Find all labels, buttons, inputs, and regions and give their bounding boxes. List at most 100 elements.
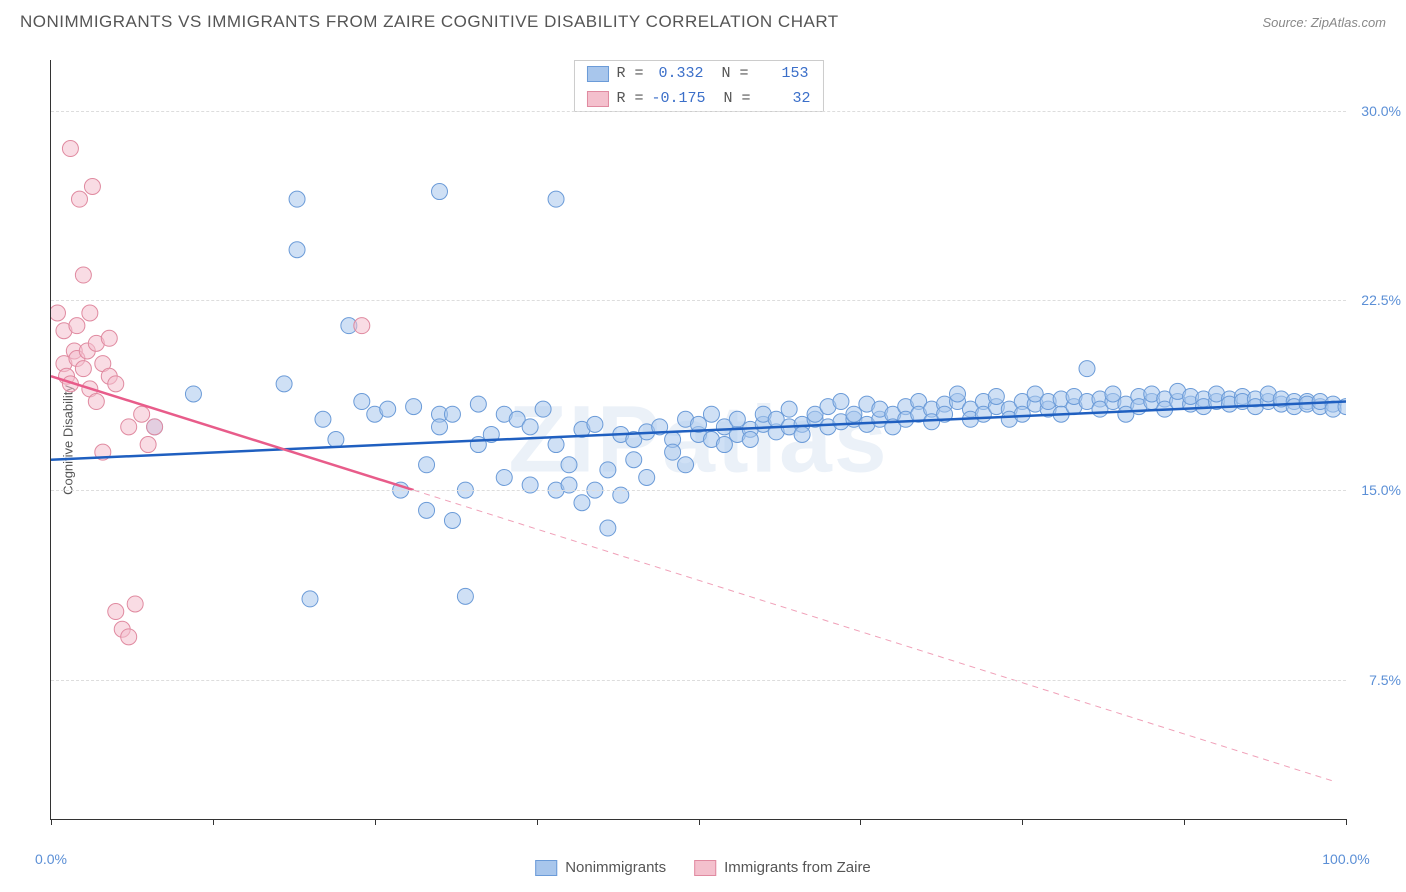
data-point: [535, 401, 551, 417]
data-point: [522, 419, 538, 435]
data-point: [742, 432, 758, 448]
stat-n-label: N =: [721, 65, 748, 82]
legend-swatch: [694, 860, 716, 876]
data-point: [716, 437, 732, 453]
data-point: [302, 591, 318, 607]
data-point: [444, 406, 460, 422]
data-point: [833, 394, 849, 410]
data-point: [71, 191, 87, 207]
chart-title: NONIMMIGRANTS VS IMMIGRANTS FROM ZAIRE C…: [20, 12, 839, 32]
stat-r-label: R =: [616, 90, 643, 107]
regression-line-solid: [51, 376, 414, 490]
data-point: [703, 406, 719, 422]
legend-swatch: [586, 91, 608, 107]
data-point: [75, 361, 91, 377]
data-point: [1105, 386, 1121, 402]
data-point: [548, 191, 564, 207]
data-point: [289, 242, 305, 258]
data-point: [600, 520, 616, 536]
data-point: [354, 394, 370, 410]
data-point: [600, 462, 616, 478]
gridline: [51, 111, 1346, 112]
data-point: [665, 444, 681, 460]
gridline: [51, 490, 1346, 491]
data-point: [794, 426, 810, 442]
data-point: [289, 191, 305, 207]
data-point: [470, 437, 486, 453]
chart-header: NONIMMIGRANTS VS IMMIGRANTS FROM ZAIRE C…: [0, 0, 1406, 40]
data-point: [108, 604, 124, 620]
stat-r-value: -0.175: [651, 90, 705, 107]
stats-legend: R = 0.332 N = 153 R = -0.175 N = 32: [573, 60, 823, 112]
data-point: [1014, 406, 1030, 422]
data-point: [587, 416, 603, 432]
stat-n-label: N =: [724, 90, 751, 107]
x-tick: [860, 819, 861, 825]
data-point: [457, 588, 473, 604]
data-point: [121, 419, 137, 435]
x-tick-label: 0.0%: [35, 851, 67, 867]
data-point: [108, 376, 124, 392]
data-point: [82, 305, 98, 321]
y-tick-label: 30.0%: [1361, 103, 1401, 119]
stats-legend-row: R = 0.332 N = 153: [574, 61, 822, 86]
data-point: [127, 596, 143, 612]
data-point: [51, 305, 65, 321]
data-point: [354, 318, 370, 334]
x-tick: [1346, 819, 1347, 825]
data-point: [419, 457, 435, 473]
data-point: [75, 267, 91, 283]
x-tick: [1022, 819, 1023, 825]
y-tick-label: 7.5%: [1369, 672, 1401, 688]
data-point: [406, 399, 422, 415]
data-point: [62, 141, 78, 157]
legend-swatch: [535, 860, 557, 876]
data-point: [846, 406, 862, 422]
data-point: [134, 406, 150, 422]
data-point: [101, 330, 117, 346]
x-tick: [213, 819, 214, 825]
x-tick: [375, 819, 376, 825]
data-point: [781, 401, 797, 417]
data-point: [729, 411, 745, 427]
legend-item: Nonimmigrants: [535, 859, 666, 876]
data-point: [496, 469, 512, 485]
data-point: [639, 469, 655, 485]
data-point: [328, 432, 344, 448]
y-tick-label: 22.5%: [1361, 292, 1401, 308]
data-point: [432, 419, 448, 435]
x-tick-label: 100.0%: [1322, 851, 1369, 867]
data-point: [84, 179, 100, 195]
regression-line: [51, 402, 1346, 460]
data-point: [88, 394, 104, 410]
y-tick-label: 15.0%: [1361, 482, 1401, 498]
data-point: [574, 495, 590, 511]
chart-area: Cognitive Disability ZIPatlas R = 0.332 …: [50, 60, 1346, 820]
data-point: [548, 437, 564, 453]
x-tick: [51, 819, 52, 825]
legend-swatch: [586, 66, 608, 82]
stat-r-label: R =: [616, 65, 643, 82]
data-point: [315, 411, 331, 427]
x-tick: [537, 819, 538, 825]
source-attribution: Source: ZipAtlas.com: [1262, 15, 1386, 30]
stats-legend-row: R = -0.175 N = 32: [574, 86, 822, 111]
data-point: [380, 401, 396, 417]
data-point: [678, 457, 694, 473]
gridline: [51, 680, 1346, 681]
data-point: [988, 388, 1004, 404]
data-point: [69, 318, 85, 334]
scatter-plot: [51, 60, 1346, 819]
data-point: [626, 452, 642, 468]
legend-label: Immigrants from Zaire: [724, 859, 871, 876]
data-point: [950, 386, 966, 402]
data-point: [147, 419, 163, 435]
stat-n-value: 153: [757, 65, 809, 82]
data-point: [444, 512, 460, 528]
legend-label: Nonimmigrants: [565, 859, 666, 876]
data-point: [470, 396, 486, 412]
data-point: [276, 376, 292, 392]
data-point: [185, 386, 201, 402]
data-point: [121, 629, 137, 645]
series-legend: Nonimmigrants Immigrants from Zaire: [535, 859, 871, 876]
